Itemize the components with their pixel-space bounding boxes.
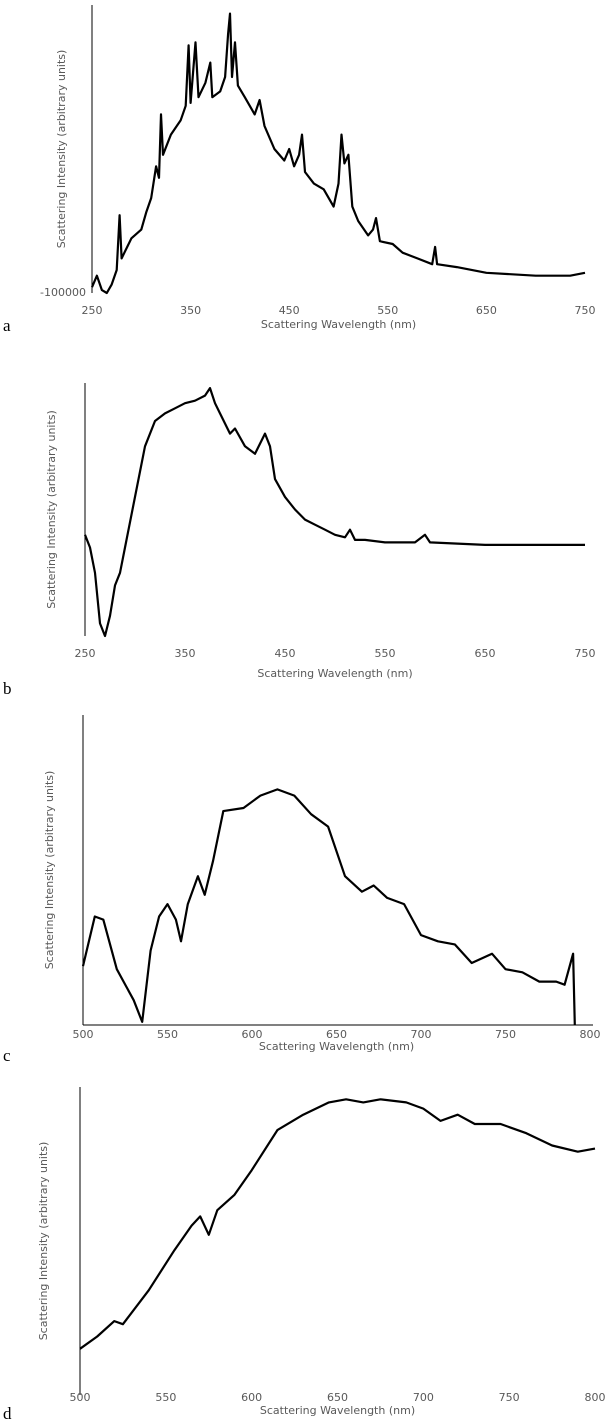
x-tick-label: 500 [70, 1391, 91, 1404]
chart-panel: 250 350 450 550 650 750 -100000 Scattering Wave… [3, 5, 596, 335]
x-tick-label: 550 [155, 1391, 176, 1404]
x-tick-label: 750 [575, 304, 596, 317]
panel-label: a [3, 316, 11, 335]
x-tick-label: 650 [476, 304, 497, 317]
x-tick-label: 450 [279, 304, 300, 317]
x-axis-title: Scattering Wavelength (nm) [257, 667, 412, 680]
x-tick-label: 550 [377, 304, 398, 317]
x-tick-label: 750 [495, 1028, 516, 1041]
x-tick-label: 800 [585, 1391, 606, 1404]
y-axis-title: Scattering Intensity (arbitrary units) [37, 1142, 50, 1341]
panel-label: b [3, 679, 12, 698]
panel-label: d [3, 1404, 12, 1423]
data-line [81, 788, 576, 1026]
x-tick-label: 450 [275, 647, 296, 660]
x-tick-label: 350 [180, 304, 201, 317]
data-line [79, 1098, 596, 1350]
y-axis-title: Scattering Intensity (arbitrary units) [45, 410, 58, 609]
x-axis-title: Scattering Wavelength (nm) [261, 318, 416, 331]
y-tick-label: -100000 [40, 286, 86, 299]
x-tick-label: 550 [375, 647, 396, 660]
x-tick-label: 650 [475, 647, 496, 660]
x-tick-label: 800 [580, 1028, 601, 1041]
x-tick-label: 600 [242, 1028, 263, 1041]
data-line [83, 387, 585, 638]
y-axis-title: Scattering Intensity (arbitrary units) [55, 50, 68, 249]
x-tick-label: 500 [73, 1028, 94, 1041]
chart-panel: 500 550 600 650 700 750 800 Scattering Waveleng… [3, 715, 601, 1065]
panel-label: c [3, 1046, 11, 1065]
x-axis-title: Scattering Wavelength (nm) [259, 1040, 414, 1053]
x-tick-label: 750 [575, 647, 596, 660]
x-tick-label: 650 [326, 1028, 347, 1041]
chart-panel: 250 350 450 550 650 750 Scattering Wavelength … [3, 383, 596, 698]
x-axis-title: Scattering Wavelength (nm) [260, 1404, 415, 1417]
chart-panel: 500 550 600 650 700 750 800 Scattering Waveleng… [3, 1087, 606, 1423]
x-tick-label: 600 [241, 1391, 262, 1404]
x-tick-label: 350 [175, 647, 196, 660]
x-tick-label: 750 [499, 1391, 520, 1404]
x-tick-label: 700 [411, 1028, 432, 1041]
x-tick-label: 650 [327, 1391, 348, 1404]
x-tick-label: 250 [75, 647, 96, 660]
x-tick-label: 550 [157, 1028, 178, 1041]
x-tick-label: 250 [82, 304, 103, 317]
x-tick-label: 700 [413, 1391, 434, 1404]
y-axis-title: Scattering Intensity (arbitrary units) [43, 771, 56, 970]
data-line [90, 12, 586, 295]
